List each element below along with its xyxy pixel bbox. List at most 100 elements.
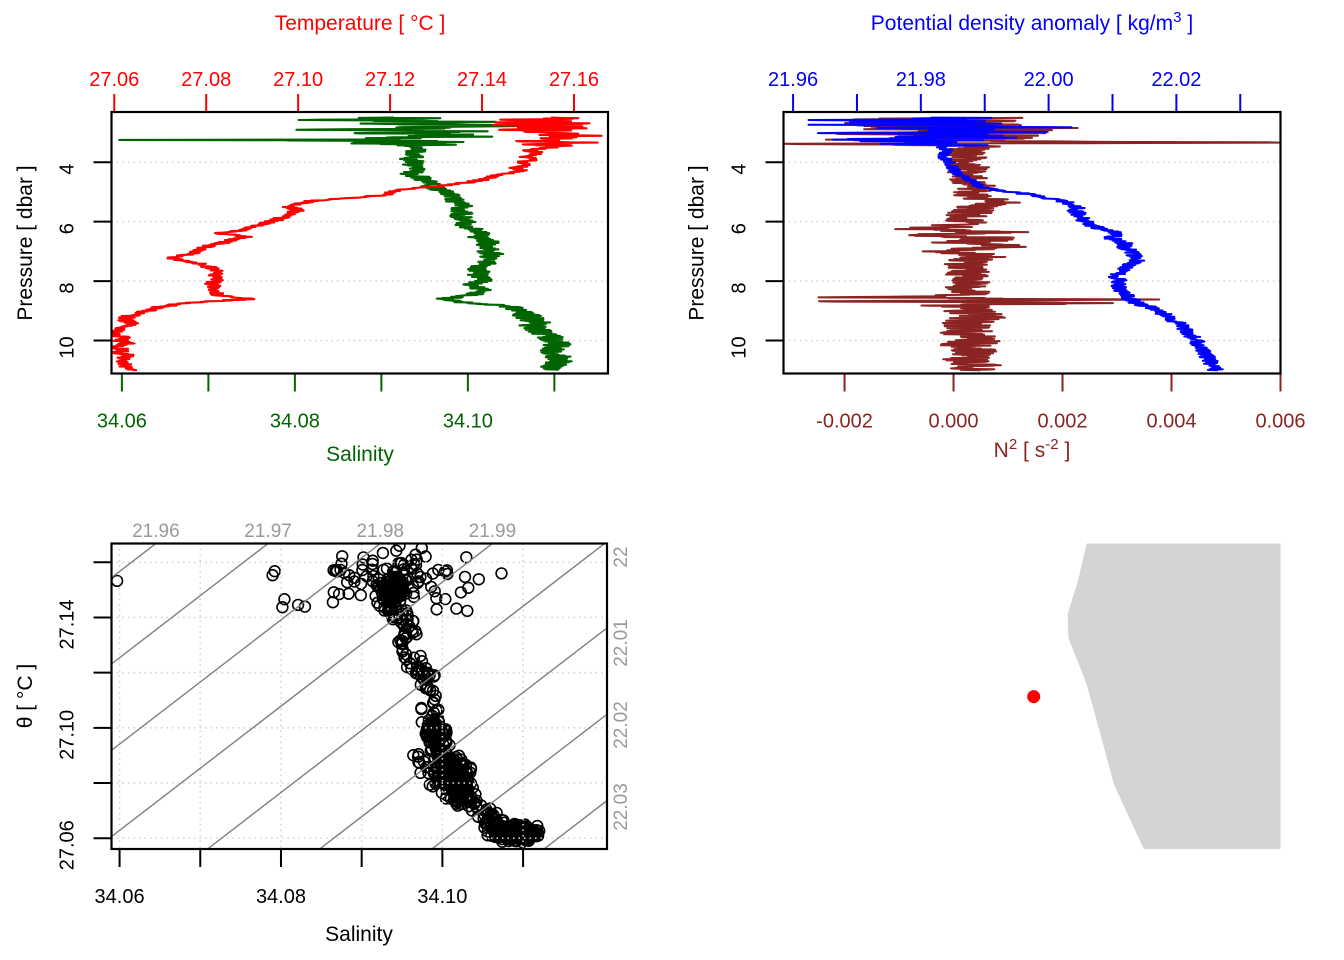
ts-point [332,587,346,601]
isopycnal-label: 22.02 [611,701,632,749]
land-polygon [1067,543,1281,849]
tick-label: 27.10 [273,69,323,91]
axis-title: Pressure [ dbar ] [14,165,37,320]
ts-point [415,701,428,715]
ts-point [458,570,472,584]
ts-point [439,592,452,606]
tick-label: 6 [57,223,79,234]
ts-point [354,588,367,602]
tick-label: 0.004 [1146,411,1196,433]
isopycnal-line [111,543,270,665]
ts-point [422,766,435,780]
axis-left: 4 6 8 10 [57,161,112,359]
ts-point [414,670,428,683]
ts-point [472,573,485,586]
isopycnal-label: 22.01 [611,619,632,667]
ts-point [414,649,427,663]
isopycnal-line [318,627,607,849]
ts-point [430,591,443,605]
tick-label: -0.002 [816,411,873,433]
axis-bottom: -0.002 0.000 0.002 0.004 0.006 [816,373,1306,433]
axis-title: N2 [ s-2 ] [994,436,1071,462]
axis-bottom: 34.06 34.08 34.10 [95,849,525,908]
plot-area [1027,543,1281,849]
isopycnal-label: 21.97 [244,521,292,542]
ts-point [291,598,305,612]
axis-left: 4 6 8 10 [729,161,784,359]
panel-density-n2-profile: 21.96 21.98 22.00 22.02 -0.002 0.000 0.002 0.00… [686,9,1306,462]
tick-label: 27.08 [181,69,231,91]
axis-bottom: 34.06 34.08 34.10 [97,373,556,433]
ts-point [460,551,473,564]
tick-label: 27.06 [89,69,139,91]
ts-point [356,558,369,571]
isopycnal-label: 22 [611,546,632,567]
tick-label: 34.10 [443,411,493,433]
axis-title: Pressure [ dbar ] [686,165,709,320]
station-dot [1027,690,1041,704]
ts-point [390,590,404,604]
tick-label: 0.000 [928,411,978,433]
ts-point [394,616,408,629]
ts-point [440,564,454,577]
axis-title: θ [ °C ] [14,664,37,728]
ts-point [508,824,521,837]
ts-point [397,619,411,633]
ts-point [400,653,413,666]
ts-point [450,773,463,787]
isopycnal-line [111,543,494,838]
isopycnal-line [430,713,607,849]
plot-area [111,543,607,849]
ts-point [423,778,436,791]
tick-label: 21.98 [896,69,946,91]
tick-label: 27.14 [457,69,507,91]
isopycnal-label: 22.03 [611,783,632,831]
tick-label: 34.08 [270,411,320,433]
tick-label: 34.06 [97,411,147,433]
tick-label: 22.00 [1024,69,1074,91]
ts-point [409,558,423,572]
plot-area [783,116,1281,372]
ts-point [439,792,453,805]
axis-top: 27.06 27.08 27.10 27.12 27.14 27.16 [89,69,599,112]
tick-label: 34.10 [417,886,467,908]
tick-label: 0.002 [1037,411,1087,433]
tick-label: 34.08 [256,886,306,908]
sigma-profile-line [807,116,1224,372]
axis-title: Salinity [325,923,393,946]
ts-point [411,576,424,590]
tick-label: 21.96 [768,69,818,91]
ts-point [393,543,406,552]
panel-temp-sal-profile: 27.06 27.08 27.10 27.12 27.14 27.16 34.06 34.08… [14,12,610,466]
tick-label: 22.02 [1151,69,1201,91]
ts-point [495,567,508,580]
ts-point [430,603,443,616]
ts-point [356,563,369,577]
tick-label: 0.006 [1255,411,1305,433]
axis-title: Temperature [ °C ] [275,12,446,35]
ts-point [327,564,340,577]
tick-label: 10 [729,336,751,358]
ts-point [278,592,291,606]
ts-point [451,799,464,812]
ts-point [518,818,532,831]
ts-point [454,586,468,599]
tick-label: 27.16 [549,69,599,91]
isopycnal-line [206,543,606,849]
ts-point [432,563,445,577]
plot-box [110,542,609,851]
panel-station-map [1027,543,1281,849]
ts-point [407,590,421,604]
tick-label: 4 [57,164,79,175]
ts-points [111,543,546,849]
ts-point [268,564,281,578]
plot-area [111,116,608,372]
ts-point [450,602,463,615]
ts-point [412,747,425,761]
ts-point [298,600,312,613]
axis-title: Potential density anomaly [ kg/m3 ] [871,9,1193,35]
temperature-profile-line [111,116,603,372]
plot-box [782,110,1282,375]
ts-point [407,586,420,600]
